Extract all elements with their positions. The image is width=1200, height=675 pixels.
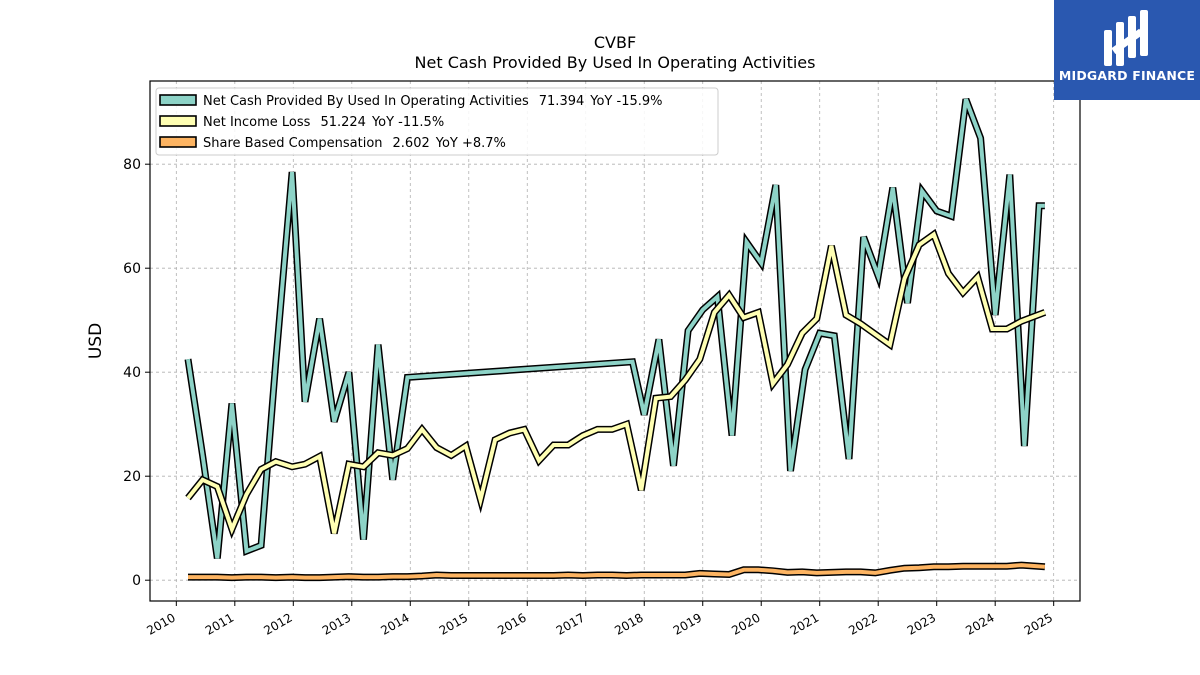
legend-name: Share Based Compensation [203, 136, 383, 151]
x-tick-label: 2013 [320, 610, 353, 637]
series-outline-1 [185, 228, 1047, 540]
legend: Net Cash Provided By Used In Operating A… [155, 87, 719, 156]
legend-swatch-1 [159, 115, 197, 127]
logo-mark-icon [1104, 10, 1148, 66]
x-tick-label: 2014 [378, 610, 411, 637]
x-tick-label: 2017 [554, 610, 587, 637]
x-tick-label: 2022 [846, 610, 879, 637]
x-tick-label: 2015 [437, 610, 470, 637]
plot-frame [149, 80, 1081, 602]
series-line-2 [188, 563, 1046, 580]
x-tick-label: 2021 [788, 610, 821, 637]
legend-value: 2.602 [393, 136, 430, 151]
series-layer [184, 97, 1047, 582]
chart-title: CVBF [594, 33, 636, 52]
y-tick-label: 40 [123, 365, 141, 381]
x-tick-label: 2023 [905, 610, 938, 637]
y-tick-label: 0 [132, 573, 141, 589]
logo: MIDGARD FINANCE [1054, 0, 1200, 100]
logo-text: MIDGARD FINANCE [1058, 68, 1196, 83]
x-tick-label: 2020 [729, 610, 762, 637]
x-tick-label: 2011 [203, 610, 236, 637]
legend-swatch-0 [159, 94, 197, 106]
x-tick-label: 2018 [612, 610, 645, 637]
legend-yoy: YoY -15.9% [589, 94, 662, 109]
legend-entry-2: Share Based Compensation 2.602 YoY +8.7% [203, 136, 506, 151]
y-tick-label: 60 [123, 261, 141, 277]
x-tick-label: 2024 [963, 610, 996, 637]
chart-subtitle: Net Cash Provided By Used In Operating A… [415, 53, 816, 72]
y-axis-label: USD [86, 323, 106, 359]
legend-yoy: YoY -11.5% [371, 115, 444, 130]
legend-value: 71.394 [539, 94, 585, 109]
legend-name: Net Income Loss [203, 115, 311, 130]
legend-box [155, 87, 719, 156]
series-line-0 [186, 98, 1045, 559]
legend-value: 51.224 [320, 115, 366, 130]
x-tick-label: 2012 [261, 610, 294, 637]
series-line-1 [186, 231, 1046, 535]
y-tick-label: 20 [123, 469, 141, 485]
legend-entry-0: Net Cash Provided By Used In Operating A… [203, 94, 663, 109]
x-tick-label: 2016 [495, 610, 528, 637]
legend-swatch-2 [159, 136, 197, 148]
legend-entry-1: Net Income Loss 51.224 YoY -11.5% [203, 115, 444, 130]
x-tick-label: 2010 [144, 610, 177, 637]
x-tick-label: 2025 [1022, 610, 1055, 637]
legend-yoy: YoY +8.7% [435, 136, 506, 151]
grid [150, 81, 1080, 601]
y-tick-label: 80 [123, 157, 141, 173]
legend-name: Net Cash Provided By Used In Operating A… [203, 94, 529, 109]
x-tick-label: 2019 [671, 610, 704, 637]
